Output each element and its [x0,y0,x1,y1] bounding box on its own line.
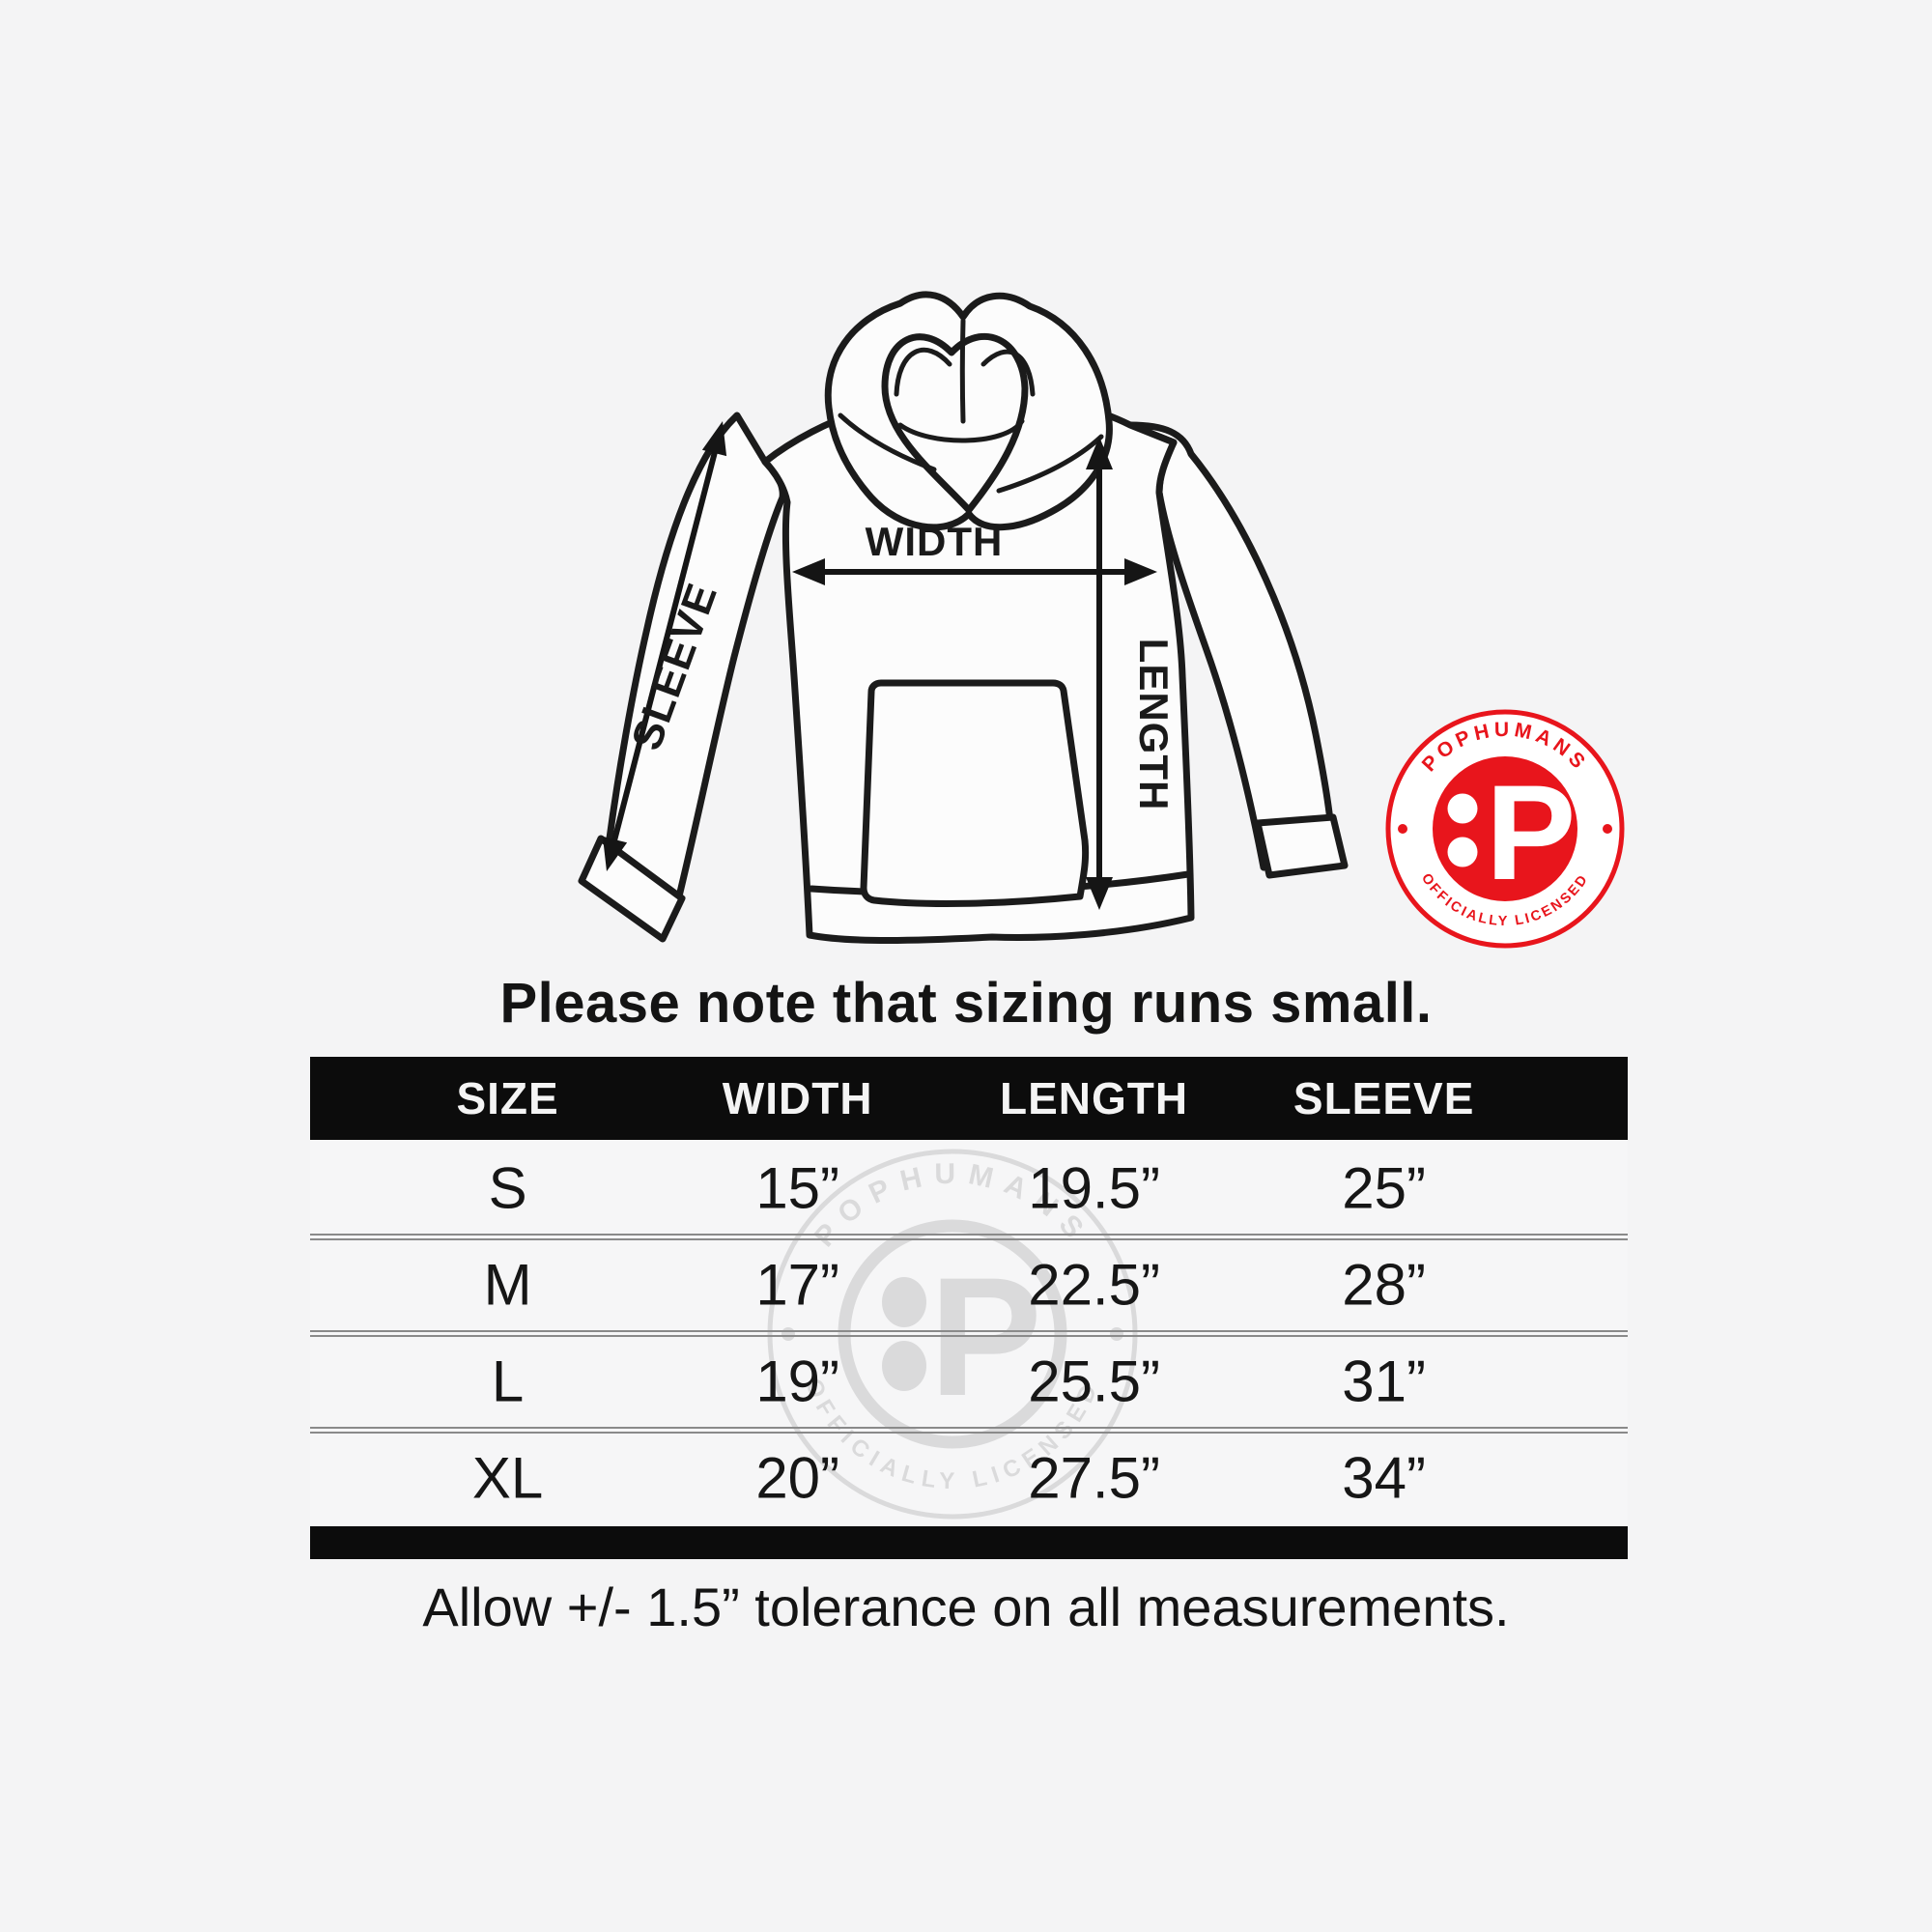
sizing-note: Please note that sizing runs small. [499,972,1433,1035]
cell-size: M [483,1252,532,1318]
cell-sleeve: 34” [1342,1445,1427,1511]
cell-sleeve: 31” [1342,1349,1427,1414]
hood-center-seam [959,318,966,424]
badge-colon-top-dot [1447,793,1478,824]
hood-fold-left [838,412,937,472]
cell-size: L [491,1349,525,1414]
cell-width: 15” [755,1155,840,1221]
cell-length: 25.5” [1028,1349,1160,1414]
cell-sleeve: 28” [1342,1252,1427,1318]
size-chart-table: SIZE WIDTH LENGTH SLEEVE S 15” 19.5” 25”… [310,1057,1628,1559]
cell-width: 19” [755,1349,840,1414]
sleeve-arrow [602,421,727,871]
cell-width: 17” [755,1252,840,1318]
watermark-outer-ring [767,1149,1138,1520]
hoodie-pocket [860,679,1090,907]
width-label: WIDTH [866,519,1004,564]
length-arrow [1086,437,1113,910]
table-rows-background [310,1140,1628,1526]
watermark-inner-ring [838,1219,1067,1449]
width-arrow [792,558,1157,585]
watermark-colon-top-dot [882,1277,926,1327]
badge-initial: P [1486,756,1576,908]
header-cell-length: LENGTH [1000,1073,1189,1123]
table-header: SIZE WIDTH LENGTH SLEEVE [310,1057,1628,1140]
cell-size: XL [471,1445,544,1511]
watermark-initial: P [929,1243,1042,1432]
watermark-logo: POPHUMANS OFFICIALLY LICENSED P [767,1149,1138,1520]
tolerance-note: Allow +/- 1.5” tolerance on all measurem… [422,1577,1510,1637]
hood-back-bottom [897,418,1025,443]
length-label: LENGTH [1131,639,1177,811]
watermark-colon-bottom-dot [882,1341,926,1391]
badge-colon-bottom-dot [1447,837,1478,867]
row-divider [310,1234,1628,1240]
cell-length: 22.5” [1028,1252,1160,1318]
hood-rim-left [894,347,952,397]
table-row: XL 20” 27.5” 34” [310,1430,1628,1526]
table-row: M 17” 22.5” 28” [310,1236,1628,1333]
cell-length: 27.5” [1028,1445,1160,1511]
badge-left-dot [1398,824,1407,834]
header-cell-size: SIZE [456,1073,559,1123]
row-divider [310,1330,1628,1337]
hoodie-size-diagram: WIDTH LENGTH SLEEVE [578,291,1349,944]
table-row: L 19” 25.5” 31” [310,1333,1628,1430]
cell-sleeve: 25” [1342,1155,1427,1221]
hood-fold-right [996,434,1104,494]
pophumans-badge: POPHUMANS OFFICIALLY LICENSED P [1385,709,1625,949]
row-divider [310,1427,1628,1434]
cell-size: S [488,1155,527,1221]
cell-width: 20” [755,1445,840,1511]
table-row: S 15” 19.5” 25” [310,1140,1628,1236]
table-footer-bar [310,1526,1628,1559]
hoodie-left-sleeve [605,412,786,912]
hood-opening [881,332,1029,514]
header-cell-sleeve: SLEEVE [1293,1073,1475,1123]
cell-length: 19.5” [1028,1155,1160,1221]
hoodie-right-cuff [1254,813,1349,879]
badge-right-dot [1603,824,1612,834]
header-cell-width: WIDTH [722,1073,873,1123]
hood-rim-right [980,349,1036,397]
